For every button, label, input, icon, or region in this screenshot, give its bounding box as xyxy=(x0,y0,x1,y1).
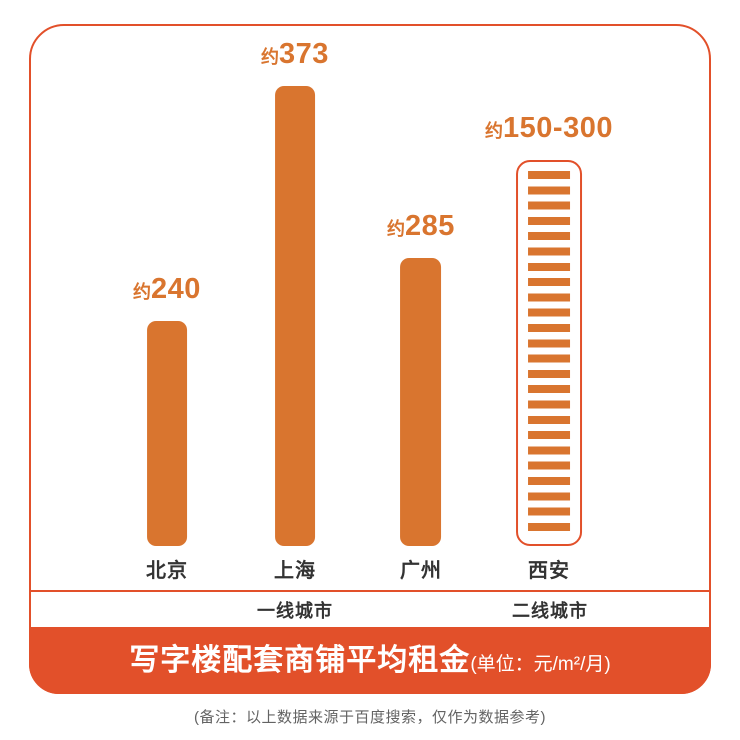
bar xyxy=(274,86,315,546)
bar xyxy=(516,160,582,546)
bar-column: 约150-300 西安 xyxy=(485,114,613,590)
value-number: 285 xyxy=(405,210,455,242)
value-label: 约373 xyxy=(261,40,329,69)
bar-column: 约285 广州 xyxy=(387,212,455,590)
banner-text: 写字楼配套商铺平均租金(单位：元/m²/月) xyxy=(129,643,611,677)
city-label: 广州 xyxy=(399,559,442,582)
value-approx-prefix: 约 xyxy=(133,282,152,302)
value-approx-prefix: 约 xyxy=(261,47,280,67)
value-approx-prefix: 约 xyxy=(485,121,504,141)
bar xyxy=(400,258,442,546)
value-label: 约285 xyxy=(387,212,455,241)
chart-frame: 约240 北京 约373 上海 约285 广州 约150-300 西安 xyxy=(29,24,711,694)
tier-row: 一线城市 二线城市 xyxy=(31,592,709,627)
chart-plot-area: 约240 北京 约373 上海 约285 广州 约150-300 西安 xyxy=(31,26,709,592)
bar-column: 约240 北京 xyxy=(133,275,201,590)
value-label: 约150-300 xyxy=(485,114,613,143)
value-number: 373 xyxy=(279,38,329,70)
chart-title: 写字楼配套商铺平均租金 xyxy=(129,643,471,677)
city-label: 北京 xyxy=(145,559,188,582)
value-number: 240 xyxy=(151,273,201,305)
bar-stripes xyxy=(528,171,570,535)
bar xyxy=(146,321,187,546)
value-approx-prefix: 约 xyxy=(387,219,406,239)
value-label: 约240 xyxy=(133,275,201,304)
value-number: 150-300 xyxy=(503,112,613,144)
tier-label-first-tier-cities: 一线城市 xyxy=(257,600,333,621)
city-label: 上海 xyxy=(273,559,316,582)
city-label: 西安 xyxy=(528,559,570,582)
bar-column: 约373 上海 xyxy=(261,40,329,590)
chart-unit-label: (单位：元/m²/月) xyxy=(470,653,611,675)
footnote: (备注：以上数据来源于百度搜索，仅作为数据参考) xyxy=(194,709,546,726)
tier-label-second-tier-cities: 二线城市 xyxy=(512,600,588,621)
title-banner: 写字楼配套商铺平均租金(单位：元/m²/月) xyxy=(29,627,711,694)
